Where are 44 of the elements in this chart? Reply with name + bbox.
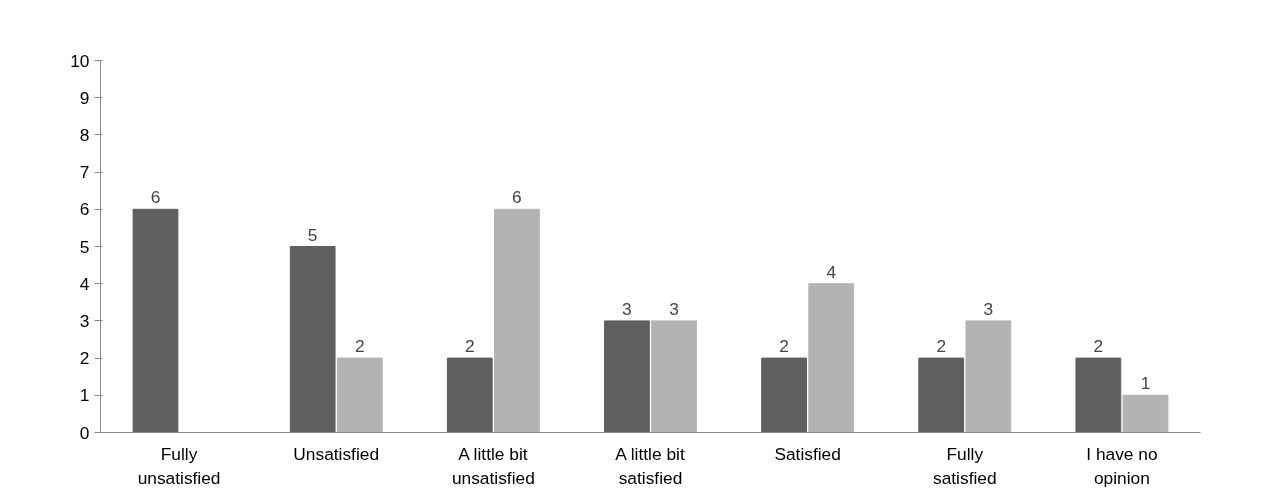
data-label: 6 <box>150 187 161 208</box>
y-tick-label: 8 <box>79 124 90 145</box>
x-tick-label: Satisfied <box>774 443 841 464</box>
data-label: 3 <box>983 298 994 319</box>
data-label: 2 <box>464 336 475 357</box>
data-label: 4 <box>826 261 837 282</box>
bar <box>132 208 179 433</box>
data-label: 1 <box>1140 373 1151 394</box>
x-tick-label: Fully satisfied <box>933 443 997 488</box>
data-label: 6 <box>512 187 522 208</box>
y-tick-label: 9 <box>79 87 90 108</box>
x-tick-label: I have no opinion <box>1086 443 1158 488</box>
y-tick-label: 1 <box>79 385 90 406</box>
bar <box>918 357 965 433</box>
data-label: 2 <box>1093 336 1104 357</box>
bar <box>965 320 1012 433</box>
bar <box>808 283 855 433</box>
bar <box>604 320 650 433</box>
bar <box>1075 357 1122 433</box>
bar <box>336 357 383 433</box>
y-tick-label: 0 <box>79 422 90 443</box>
x-tick-label: Unsatisfied <box>293 443 380 464</box>
y-tick-label: 4 <box>79 273 90 294</box>
y-tick-label: 2 <box>79 348 90 369</box>
data-label: 5 <box>307 224 318 245</box>
bar <box>494 208 540 433</box>
y-tick-label: 6 <box>79 199 90 220</box>
data-label: 2 <box>936 336 947 357</box>
data-label: 3 <box>669 298 679 319</box>
data-label: 2 <box>779 336 789 357</box>
bar <box>446 357 493 433</box>
bar <box>1122 394 1169 433</box>
x-tick-label: A little bit unsatisfied <box>451 443 535 488</box>
data-label: 2 <box>354 336 365 357</box>
x-tick-label: A little bit satisfied <box>615 443 685 488</box>
bar <box>761 357 807 433</box>
y-tick-label: 3 <box>79 310 90 331</box>
bar <box>289 246 336 433</box>
y-tick-label: 5 <box>79 236 90 257</box>
y-tick-label: 10 <box>70 50 90 71</box>
y-tick-label: 7 <box>79 162 90 183</box>
data-label: 3 <box>622 298 632 319</box>
bar <box>651 320 697 433</box>
x-tick-label: Fully unsatisfied <box>137 443 221 488</box>
